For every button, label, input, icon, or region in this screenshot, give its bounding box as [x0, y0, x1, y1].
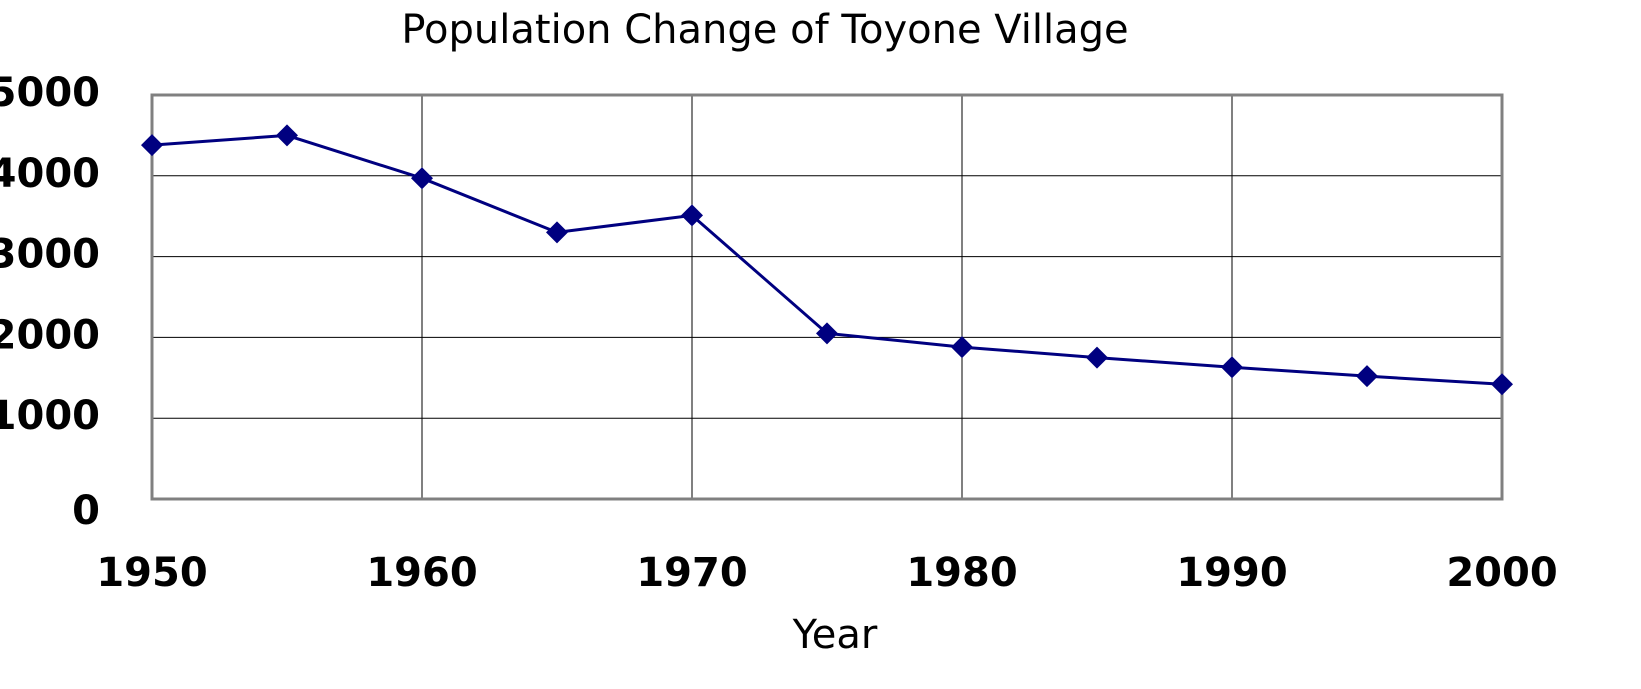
- y-tick-label: 4000: [0, 151, 100, 197]
- marker: [1356, 365, 1378, 388]
- marker: [681, 204, 703, 227]
- marker: [951, 336, 973, 359]
- y-tick-label: 0: [72, 488, 100, 534]
- marker: [411, 167, 433, 190]
- marker: [276, 124, 298, 147]
- x-tick-label: 1990: [1176, 550, 1287, 596]
- x-tick-label: 2000: [1446, 550, 1557, 596]
- y-tick-label: 3000: [0, 232, 100, 278]
- y-tick-label: 5000: [0, 70, 100, 116]
- marker: [1491, 373, 1513, 396]
- marker: [1221, 356, 1243, 379]
- plot-border: [150, 93, 1504, 501]
- x-axis-label: Year: [792, 612, 878, 658]
- marker: [141, 134, 163, 157]
- y-tick-label: 1000: [0, 393, 100, 439]
- x-tick-label: 1980: [906, 550, 1017, 596]
- x-tick-label: 1950: [96, 550, 207, 596]
- marker: [816, 322, 838, 345]
- marker: [1086, 346, 1108, 369]
- x-tick-label: 1970: [636, 550, 747, 596]
- chart-title: Population Change of Toyone Village: [401, 7, 1128, 53]
- y-tick-label: 2000: [0, 312, 100, 358]
- x-tick-label: 1960: [366, 550, 477, 596]
- marker: [546, 221, 568, 244]
